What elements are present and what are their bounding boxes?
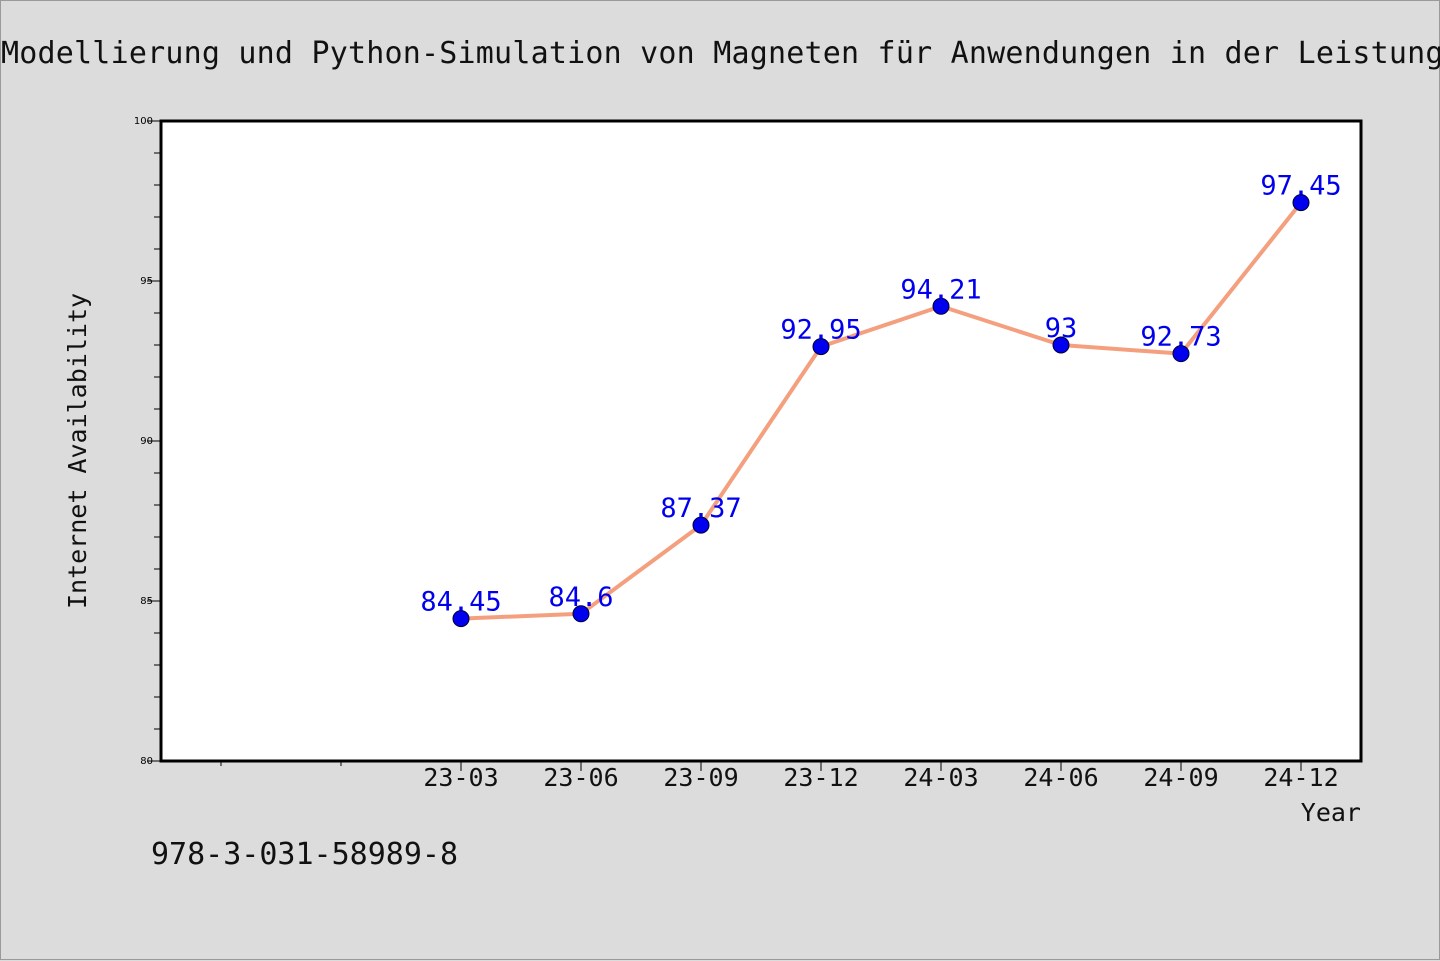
isbn-text: 978-3-031-58989-8 — [151, 837, 459, 872]
y-tick-label: 95 — [140, 276, 153, 287]
plot-area — [161, 121, 1361, 761]
x-tick-label: 23-03 — [423, 763, 498, 792]
x-tick-label: 24-06 — [1023, 763, 1098, 792]
chart-title: Modellierung und Python-Simulation von M… — [1, 36, 1440, 71]
data-label: 92.73 — [1140, 322, 1221, 353]
x-tick-label: 24-03 — [903, 763, 978, 792]
data-point — [932, 297, 950, 315]
y-axis-label: Internet Availability — [63, 293, 92, 609]
series-line — [460, 201, 1303, 621]
data-label: 93 — [1045, 313, 1078, 344]
x-axis-ticks: 23-03 23-06 23-09 23-12 24-03 24-06 24-09 24-12 — [220, 761, 1339, 792]
y-tick-label: 80 — [140, 756, 153, 767]
data-label: 84.6 — [548, 582, 613, 613]
data-point — [1052, 336, 1070, 354]
data-label: 87.37 — [660, 493, 741, 524]
y-tick-label: 90 — [140, 436, 153, 447]
y-tick-label: 85 — [140, 596, 153, 607]
x-tick-label: 23-09 — [663, 763, 738, 792]
x-tick-label: 24-09 — [1143, 763, 1218, 792]
y-tick-label: 100 — [134, 116, 153, 127]
data-label: 84.45 — [420, 587, 501, 618]
x-axis-label: Year — [1301, 798, 1361, 827]
data-point — [692, 516, 710, 534]
data-label: 94.21 — [900, 274, 981, 305]
data-point — [812, 338, 830, 356]
data-label: 92.95 — [780, 315, 861, 346]
x-tick-label: 23-12 — [783, 763, 858, 792]
x-tick-label: 23-06 — [543, 763, 618, 792]
data-point — [1292, 194, 1310, 212]
data-label: 97.45 — [1260, 171, 1341, 202]
plot-frame — [159, 119, 1363, 763]
data-markers — [452, 194, 1310, 628]
data-point — [1172, 345, 1190, 363]
data-point — [452, 610, 470, 628]
data-labels: 84.45 84.6 87.37 92.95 94.21 93 92.73 97.45 — [420, 171, 1341, 618]
data-point — [572, 605, 590, 623]
y-axis-ticks: 80 85 90 95 100 — [134, 116, 161, 767]
x-tick-label: 24-12 — [1263, 763, 1338, 792]
